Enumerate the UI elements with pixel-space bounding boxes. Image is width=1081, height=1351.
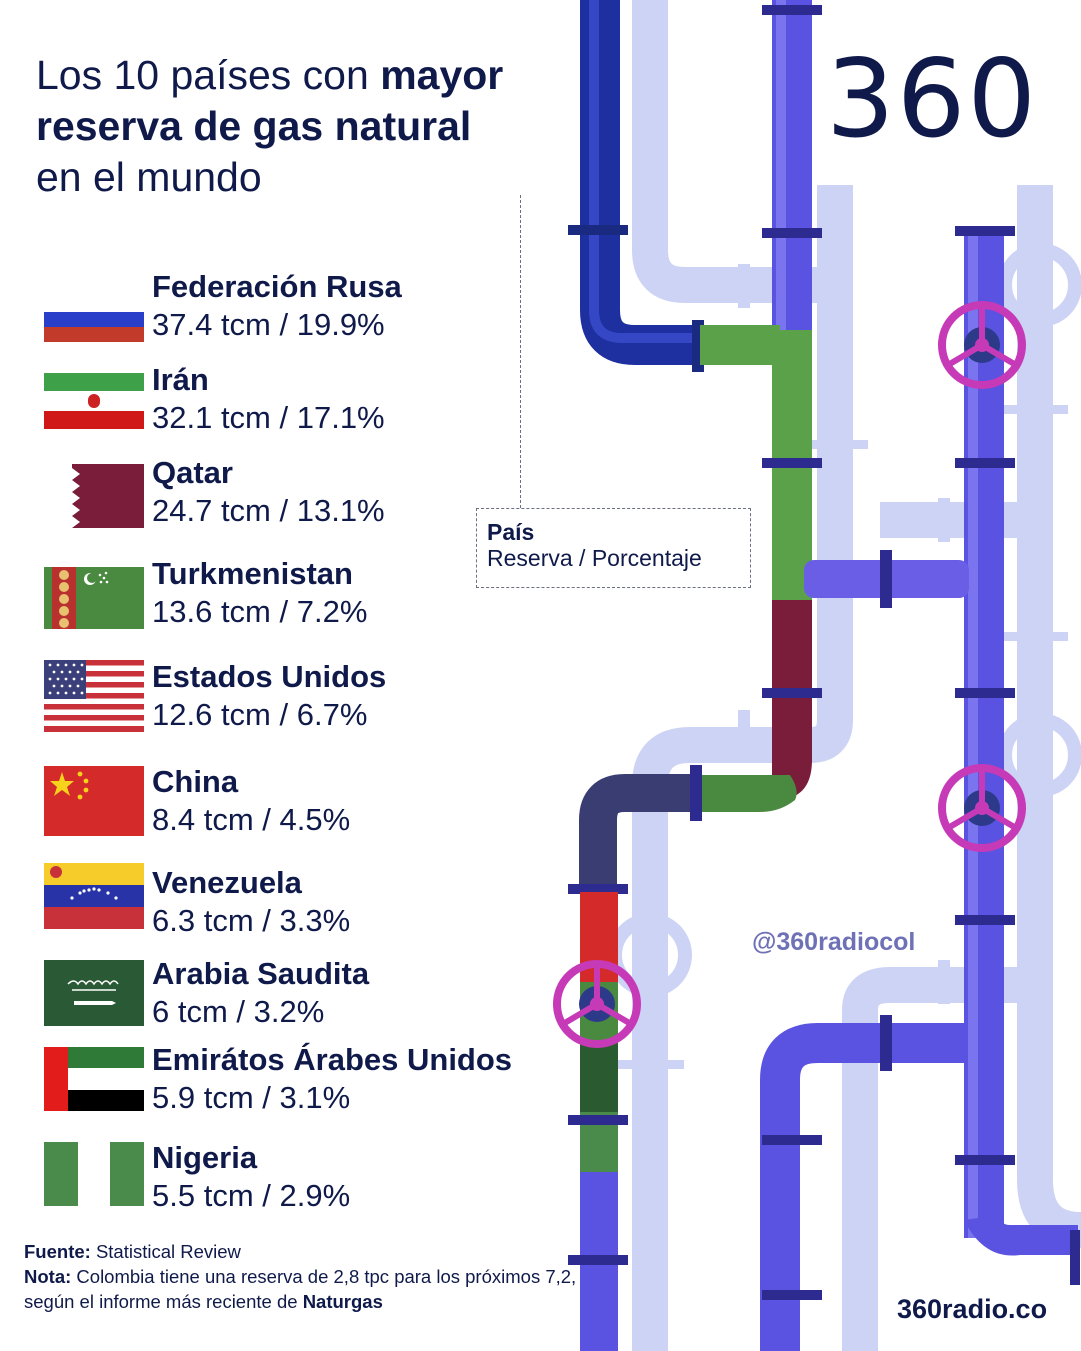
legend-subtitle: Reserva / Porcentaje xyxy=(487,545,702,571)
country-item-uae: Emirátos Árabes Unidos 5.9 tcm / 3.1% xyxy=(44,1043,564,1133)
qatar-flag-icon xyxy=(44,464,144,528)
source-line: Fuente: Statistical Review xyxy=(24,1239,584,1264)
venezuela-flag-icon xyxy=(44,863,144,929)
country-value: 5.5 tcm / 2.9% xyxy=(152,1178,351,1213)
legend-name: País xyxy=(487,519,535,545)
footer-notes: Fuente: Statistical Review Nota: Colombi… xyxy=(24,1239,584,1314)
country-item-venezuela: Venezuela 6.3 tcm / 3.3% xyxy=(44,863,564,956)
nigeria-flag-icon xyxy=(44,1142,144,1206)
brand-logo: 360 xyxy=(826,37,1039,162)
country-item-saudi-arabia: Arabia Saudita 6 tcm / 3.2% xyxy=(44,957,564,1047)
title-bold: mayor reserva de gas natural xyxy=(36,52,504,149)
social-handle[interactable]: @360radiocol xyxy=(752,928,916,956)
note-line: Nota: Colombia tiene una reserva de 2,8 … xyxy=(24,1264,584,1314)
country-value: 8.4 tcm / 4.5% xyxy=(152,802,351,837)
country-value: 6 tcm / 3.2% xyxy=(152,994,325,1029)
country-name: China xyxy=(152,764,239,799)
country-value: 12.6 tcm / 6.7% xyxy=(152,697,368,732)
country-name: Emirátos Árabes Unidos xyxy=(152,1042,513,1077)
note-text: Colombia tiene una reserva de 2,8 tpc pa… xyxy=(24,1266,577,1312)
country-item-usa: Estados Unidos 12.6 tcm / 6.7% xyxy=(44,660,564,750)
china-flag-icon xyxy=(44,766,144,836)
country-value: 24.7 tcm / 13.1% xyxy=(152,493,385,528)
country-name: Qatar xyxy=(152,455,233,490)
country-value: 5.9 tcm / 3.1% xyxy=(152,1080,351,1115)
note-label: Nota: xyxy=(24,1266,72,1287)
country-item-russia: Federación Rusa 37.4 tcm / 19.9% xyxy=(44,270,564,360)
country-value: 6.3 tcm / 3.3% xyxy=(152,903,351,938)
country-item-qatar: Qatar 24.7 tcm / 13.1% xyxy=(44,456,564,546)
uae-flag-icon xyxy=(44,1047,144,1111)
country-name: Nigeria xyxy=(152,1140,258,1175)
country-item-china: China 8.4 tcm / 4.5% xyxy=(44,765,564,855)
country-name: Estados Unidos xyxy=(152,659,387,694)
country-item-turkmenistan: Turkmenistan 13.6 tcm / 7.2% xyxy=(44,557,564,647)
country-value: 32.1 tcm / 17.1% xyxy=(152,400,385,435)
turkmenistan-flag-icon xyxy=(44,567,144,629)
usa-flag-icon xyxy=(44,660,144,732)
country-item-iran: Irán 32.1 tcm / 17.1% xyxy=(44,363,564,453)
country-name: Venezuela xyxy=(152,865,302,900)
country-name: Arabia Saudita xyxy=(152,956,370,991)
country-value: 13.6 tcm / 7.2% xyxy=(152,594,368,629)
iran-flag-icon xyxy=(44,373,144,429)
title-prefix: Los 10 países con xyxy=(36,52,381,98)
legend-box: País Reserva / Porcentaje xyxy=(476,508,751,588)
website-link[interactable]: 360radio.co xyxy=(897,1294,1048,1324)
country-name: Irán xyxy=(152,362,209,397)
page-title: Los 10 países con mayor reserva de gas n… xyxy=(36,50,556,203)
country-name: Turkmenistan xyxy=(152,556,353,591)
source-text: Statistical Review xyxy=(90,1241,241,1262)
country-item-nigeria: Nigeria 5.5 tcm / 2.9% xyxy=(44,1141,564,1231)
saudi-arabia-flag-icon xyxy=(44,960,144,1026)
title-suffix: en el mundo xyxy=(36,154,262,200)
legend-connector-line xyxy=(520,195,521,508)
russia-flag-icon xyxy=(44,298,144,342)
source-label: Fuente: xyxy=(24,1241,91,1262)
note-bold: Naturgas xyxy=(302,1291,383,1312)
country-name: Federación Rusa xyxy=(152,269,402,304)
country-value: 37.4 tcm / 19.9% xyxy=(152,307,385,342)
